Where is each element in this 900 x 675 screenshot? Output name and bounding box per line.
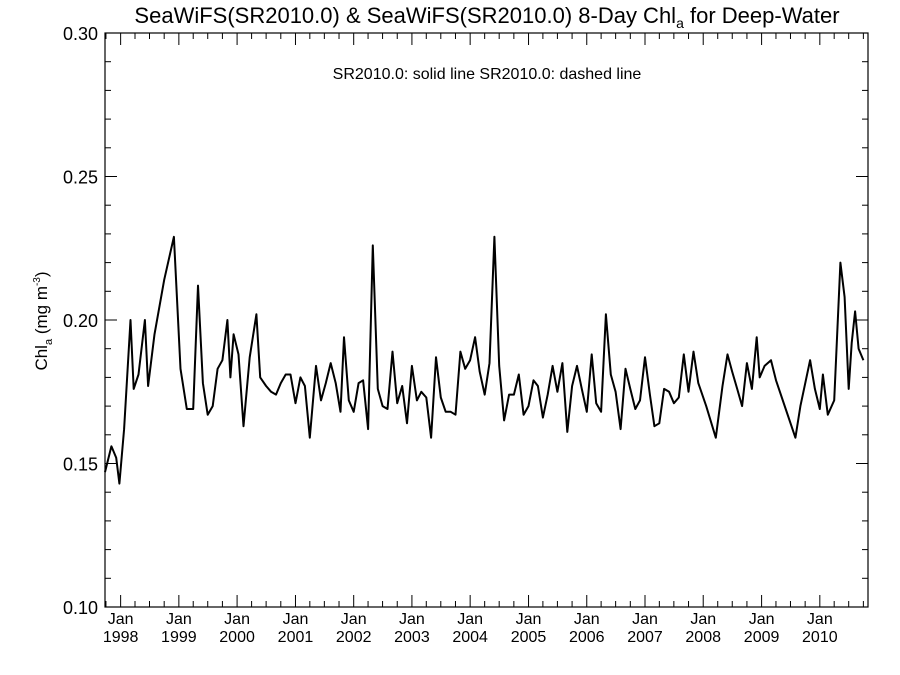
x-tick-label-year: 2001 xyxy=(278,629,314,646)
x-tick-label-year: 2000 xyxy=(219,629,255,646)
chart-title-sub: a xyxy=(676,15,684,31)
x-tick-label-year: 2008 xyxy=(685,629,721,646)
x-tick-label-month: Jan xyxy=(224,611,250,628)
ticks xyxy=(105,32,868,608)
x-tick-label-year: 2004 xyxy=(452,629,488,646)
x-tick-label-year: 1999 xyxy=(161,629,197,646)
legend-text: SR2010.0: solid line SR2010.0: dashed li… xyxy=(333,66,642,83)
axes xyxy=(104,32,869,608)
tick-labels: 0.100.150.200.250.30Jan1998Jan1999Jan200… xyxy=(63,24,838,646)
y-tick-label: 0.15 xyxy=(63,455,98,475)
x-tick-label-month: Jan xyxy=(516,611,542,628)
x-tick-label-year: 2002 xyxy=(336,629,372,646)
y-tick-label: 0.10 xyxy=(63,598,98,618)
x-tick-label-month: Jan xyxy=(341,611,367,628)
y-axis-label: Chla (mg m-3) xyxy=(32,271,55,370)
x-tick-label-month: Jan xyxy=(166,611,192,628)
x-tick-label-year: 2006 xyxy=(569,629,605,646)
y-tick-label: 0.20 xyxy=(63,311,98,331)
x-tick-label-month: Jan xyxy=(574,611,600,628)
x-tick-label-month: Jan xyxy=(108,611,134,628)
x-tick-label-month: Jan xyxy=(632,611,658,628)
y-tick-label: 0.25 xyxy=(63,168,98,188)
x-tick-label-year: 2007 xyxy=(627,629,663,646)
x-tick-label-month: Jan xyxy=(749,611,775,628)
x-tick-label-month: Jan xyxy=(690,611,716,628)
x-tick-label-year: 2009 xyxy=(744,629,780,646)
series xyxy=(104,235,865,485)
chart-title: SeaWiFS(SR2010.0) & SeaWiFS(SR2010.0) 8-… xyxy=(134,3,839,31)
y-tick-label: 0.30 xyxy=(63,24,98,44)
x-tick-label-month: Jan xyxy=(807,611,833,628)
x-tick-label-month: Jan xyxy=(399,611,425,628)
plot-frame xyxy=(104,32,869,608)
chart-title-prefix: SeaWiFS(SR2010.0) & SeaWiFS(SR2010.0) 8-… xyxy=(134,3,676,28)
x-tick-label-year: 1998 xyxy=(103,629,139,646)
x-tick-label-month: Jan xyxy=(283,611,309,628)
x-tick-label-month: Jan xyxy=(457,611,483,628)
x-tick-label-year: 2003 xyxy=(394,629,430,646)
x-tick-label-year: 2005 xyxy=(511,629,547,646)
chart-title-suffix: for Deep-Water xyxy=(684,3,840,28)
series-line xyxy=(104,235,865,485)
x-tick-label-year: 2010 xyxy=(802,629,838,646)
